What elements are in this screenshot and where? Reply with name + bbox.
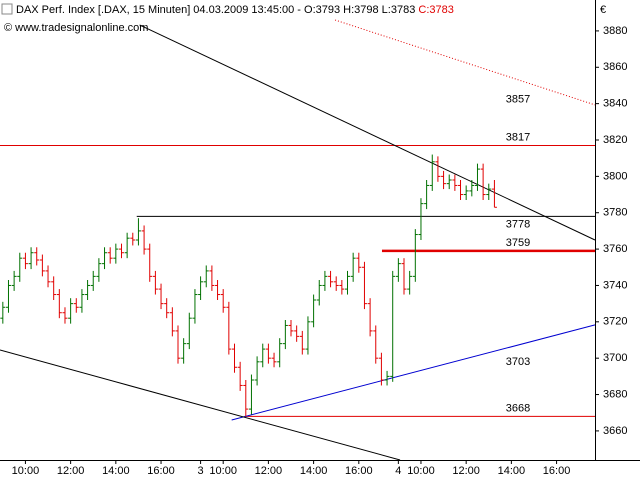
trend-line: [231, 324, 596, 421]
x-tick-label: 12:00: [452, 465, 480, 477]
y-tick-label: 3720: [603, 316, 627, 328]
copyright: © www.tradesignalonline.com: [4, 22, 148, 34]
y-tick-label: 3840: [603, 98, 627, 110]
y-tick-label: 3880: [603, 25, 627, 37]
x-tick-label: 10:00: [407, 465, 435, 477]
y-tick-label: 3740: [603, 279, 627, 291]
x-tick-label: 4: [395, 465, 401, 477]
trend-label: 3703: [506, 356, 530, 368]
x-tick-label: 12:00: [255, 465, 283, 477]
y-tick-label: 3800: [603, 170, 627, 182]
x-tick-label: 14:00: [102, 465, 130, 477]
trend-line: [0, 349, 401, 461]
y-tick-label: 3780: [603, 207, 627, 219]
y-tick-label: 3700: [603, 352, 627, 364]
x-tick-label: 10:00: [209, 465, 237, 477]
y-tick-label: 3660: [603, 425, 627, 437]
level-label: 3759: [506, 237, 530, 249]
level-label: 3668: [506, 402, 530, 414]
title-close: C:3783: [418, 4, 453, 16]
menu-icon[interactable]: [1, 3, 13, 15]
x-tick-label: 14:00: [300, 465, 328, 477]
trend-line: [139, 24, 596, 241]
chart-title: DAX Perf. Index [.DAX, 15 Minuten] 04.03…: [16, 4, 454, 16]
x-tick-label: 10:00: [12, 465, 40, 477]
x-tick-label: 3: [198, 465, 204, 477]
y-tick-label: 3860: [603, 61, 627, 73]
trend-line: [334, 19, 596, 106]
y-tick-label: 3820: [603, 134, 627, 146]
x-tick-label: 16:00: [147, 465, 175, 477]
x-tick-label: 16:00: [543, 465, 571, 477]
trend-label: 3857: [506, 94, 530, 106]
y-tick-label: 3760: [603, 243, 627, 255]
y-tick-label: 3680: [603, 388, 627, 400]
x-tick-label: 16:00: [345, 465, 373, 477]
x-tick-label: 14:00: [498, 465, 526, 477]
level-label: 3778: [506, 218, 530, 230]
level-label: 3817: [506, 131, 530, 143]
currency: €: [600, 4, 606, 16]
x-tick-label: 12:00: [57, 465, 85, 477]
title-main: DAX Perf. Index [.DAX, 15 Minuten] 04.03…: [16, 4, 415, 16]
